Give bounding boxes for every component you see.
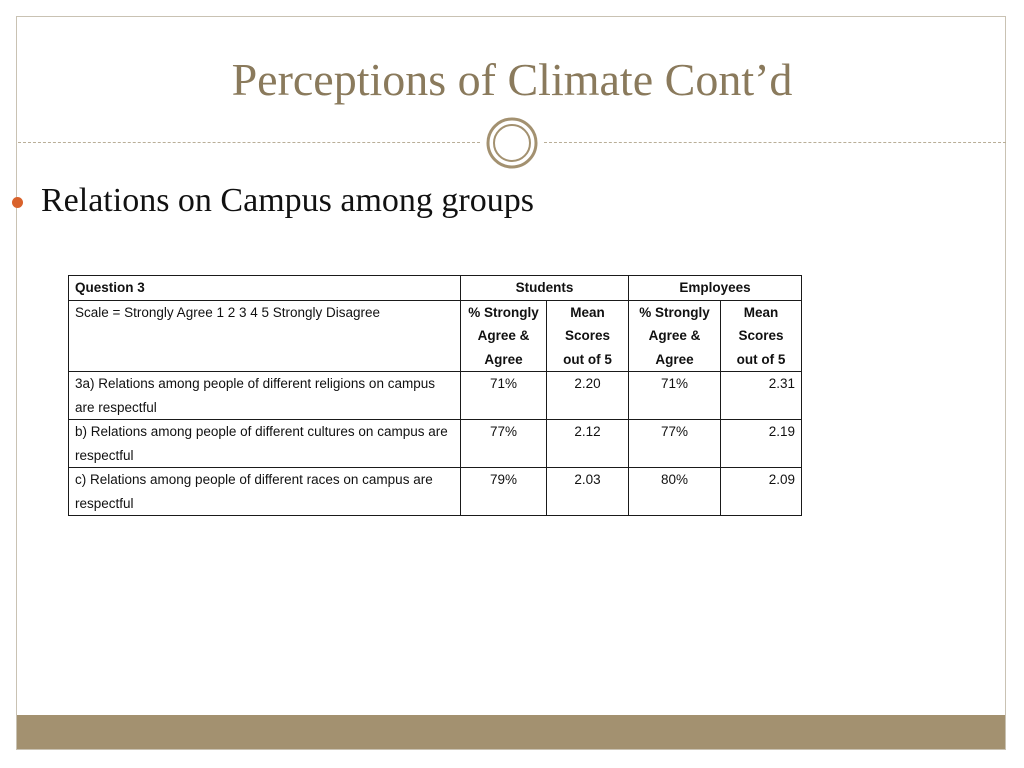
row-employees-pct: 77% — [628, 419, 722, 468]
row-employees-mean: 2.19 — [720, 419, 803, 468]
slide-title: Perceptions of Climate Cont’d — [231, 54, 793, 105]
table-row: b) Relations among people of different c… — [68, 419, 803, 468]
table-row: c) Relations among people of different r… — [68, 467, 803, 516]
table-row: 3a) Relations among people of different … — [68, 371, 803, 420]
row-students-mean: 2.20 — [545, 371, 630, 420]
header-students: Students — [459, 275, 630, 301]
subheader-students-mean: Mean Scores out of 5 — [545, 299, 630, 372]
subheader-employees-pct: % Strongly Agree & Agree — [628, 299, 722, 372]
subheader-students-pct: % Strongly Agree & Agree — [460, 299, 547, 372]
row-students-mean: 2.03 — [545, 467, 630, 516]
title-divider-right — [544, 142, 1006, 143]
header-employees: Employees — [628, 275, 803, 301]
row-students-mean: 2.12 — [545, 419, 630, 468]
bullet-dot-icon — [12, 196, 23, 208]
row-students-pct: 77% — [460, 419, 547, 468]
table-subheader-row: Scale = Strongly Agree 1 2 3 4 5 Strongl… — [68, 299, 803, 372]
row-employees-pct: 71% — [628, 371, 722, 420]
row-question: 3a) Relations among people of different … — [68, 371, 461, 420]
bullet-text: Relations on Campus among groups — [41, 182, 534, 219]
header-question: Question 3 — [68, 275, 461, 301]
row-students-pct: 79% — [460, 467, 547, 516]
row-question: b) Relations among people of different c… — [68, 419, 461, 468]
table-header-row: Question 3 Students Employees — [68, 275, 803, 301]
bullet-item: Relations on Campus among groups — [12, 176, 534, 226]
row-employees-mean: 2.31 — [720, 371, 803, 420]
double-ring-icon — [486, 117, 538, 169]
row-employees-mean: 2.09 — [720, 467, 803, 516]
subheader-scale: Scale = Strongly Agree 1 2 3 4 5 Strongl… — [68, 299, 461, 372]
results-table: Question 3 Students Employees Scale = St… — [68, 275, 803, 516]
row-employees-pct: 80% — [628, 467, 722, 516]
row-students-pct: 71% — [460, 371, 547, 420]
row-question: c) Relations among people of different r… — [68, 467, 461, 516]
subheader-employees-mean: Mean Scores out of 5 — [720, 299, 803, 372]
footer-band — [17, 715, 1005, 749]
slide-frame — [16, 16, 1006, 750]
title-divider-left — [18, 142, 480, 143]
